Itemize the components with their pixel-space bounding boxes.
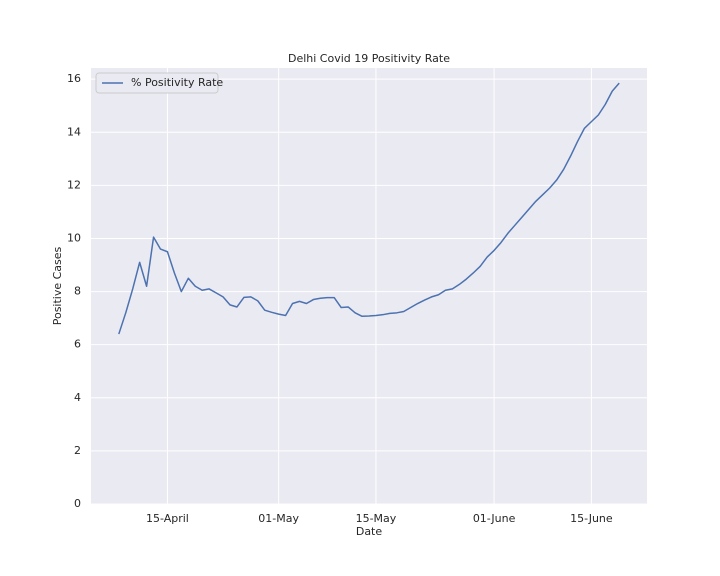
legend-box [95,72,219,94]
x-axis-label: Date [356,525,383,538]
y-axis-label: Positive Cases [51,246,64,325]
y-tick-label: 2 [74,444,81,457]
x-tick-label: 15-June [570,512,613,525]
y-tick-label: 10 [67,231,81,244]
y-tick-label: 6 [74,338,81,351]
chart-title: Delhi Covid 19 Positivity Rate [288,52,450,65]
x-tick-label: 15-May [356,512,397,525]
data-line [118,82,620,335]
y-tick-label: 8 [74,285,81,298]
x-tick-label: 01-June [473,512,516,525]
y-tick-label: 14 [67,125,81,138]
x-tick-label: 01-May [258,512,299,525]
legend: % Positivity Rate [95,72,223,94]
y-tick-label: 0 [74,497,81,510]
x-tick-label: 15-April [146,512,189,525]
plot-area [91,68,647,504]
y-tick-label: 12 [67,178,81,191]
legend-label: % Positivity Rate [131,76,223,89]
y-tick-label: 16 [67,72,81,85]
y-tick-label: 4 [74,391,81,404]
